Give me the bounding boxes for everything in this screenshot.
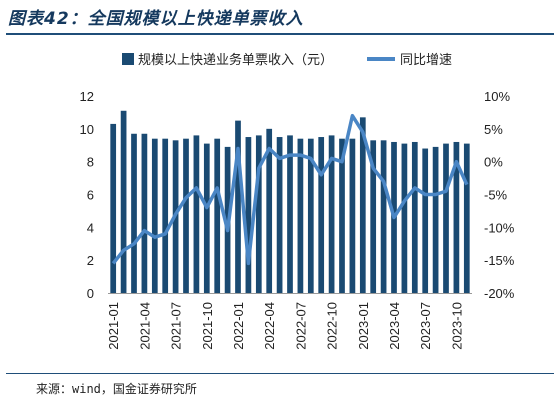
y-left-tick-6: 6: [87, 188, 94, 203]
bar-2021-03: [131, 133, 137, 293]
x-tick-2021-10: 2021-10: [200, 302, 215, 350]
legend-bar-swatch: [122, 53, 134, 65]
bar-2023-07: [422, 148, 429, 293]
source-divider: [6, 373, 554, 374]
bar-2022-01: [235, 120, 241, 293]
y-axis-left: 0 2 4 6 8 10 12: [80, 89, 94, 301]
y-right-tick-5%: 5%: [484, 122, 503, 137]
bar-2023-05: [401, 143, 408, 293]
bar-2022-08: [307, 138, 314, 293]
bar-2021-05: [151, 138, 158, 293]
x-tick-2023-10: 2023-10: [449, 302, 464, 350]
x-tick-2023-04: 2023-04: [387, 302, 402, 350]
y-left-tick-0: 0: [87, 286, 94, 301]
bar-2023-10: [453, 141, 460, 293]
bar-2021-02: [120, 110, 127, 294]
y-axis-right: -20% -15% -10% -5% 0% 5% 10%: [484, 89, 515, 301]
line-series: [111, 113, 469, 266]
bar-2022-10: [328, 135, 335, 293]
bar-2023-09: [443, 143, 449, 293]
bar-2022-09: [318, 137, 325, 293]
x-axis: 2021-01 2021-04 2021-07 2021-10 2022-01 2022-…: [106, 293, 472, 350]
x-tick-2023-07: 2023-07: [418, 302, 433, 350]
x-tick-2022-10: 2022-10: [325, 302, 340, 350]
x-tick-2021-04: 2021-04: [137, 302, 152, 350]
x-tick-2022-04: 2022-04: [262, 302, 277, 350]
y-left-tick-12: 12: [80, 89, 94, 104]
legend-label-bar: 规模以上快递业务单票收入（元）: [138, 52, 333, 68]
bar-2021-04: [141, 133, 148, 293]
x-tick-2023-01: 2023-01: [356, 302, 371, 350]
legend-label-line: 同比增速: [400, 53, 452, 68]
y-right-tick-10%: 10%: [484, 89, 510, 104]
source-note: 来源：wind，国金证券研究所: [36, 382, 197, 396]
bar-2022-04: [266, 128, 273, 293]
bar-2022-03: [255, 135, 262, 293]
x-tick-2022-07: 2022-07: [293, 302, 308, 350]
x-tick-2021-01: 2021-01: [106, 302, 121, 350]
y-right-tick--5%: -5%: [484, 188, 508, 203]
y-left-tick-2: 2: [87, 253, 94, 268]
x-tick-2022-01: 2022-01: [231, 302, 246, 350]
bar-2023-08: [432, 146, 439, 293]
bar-2022-06: [287, 135, 293, 293]
bar-2022-05: [276, 137, 283, 293]
bar-2023-06: [411, 141, 418, 293]
bar-2021-01: [110, 123, 117, 294]
bar-2022-11: [339, 138, 345, 293]
bar-2023-03: [380, 140, 387, 293]
bar-2021-06: [162, 138, 169, 293]
bar-2023-11: [463, 143, 470, 293]
y-left-tick-10: 10: [80, 122, 94, 137]
title-divider: [6, 33, 554, 35]
bar-2021-11: [214, 138, 221, 293]
legend: 规模以上快递业务单票收入（元） 同比增速: [122, 52, 452, 68]
bar-2021-09: [193, 135, 200, 293]
bar-2021-08: [183, 138, 189, 293]
bar-2022-07: [297, 138, 304, 293]
y-left-tick-4: 4: [87, 220, 94, 235]
y-right-tick-0%: 0%: [484, 155, 503, 170]
bar-2022-02: [245, 137, 252, 293]
y-right-tick--20%: -20%: [484, 286, 515, 301]
bar-2023-02: [370, 140, 377, 293]
y-left-tick-8: 8: [87, 155, 94, 170]
bar-2022-12: [349, 138, 356, 293]
y-right-tick--15%: -15%: [484, 253, 515, 268]
bar-series: [110, 110, 470, 294]
x-tick-2021-07: 2021-07: [169, 302, 184, 350]
chart-title: 图表42：全国规模以上快递单票收入: [8, 9, 304, 29]
bar-2021-10: [203, 143, 210, 293]
bar-2023-01: [359, 117, 366, 293]
y-right-tick--10%: -10%: [484, 220, 515, 235]
